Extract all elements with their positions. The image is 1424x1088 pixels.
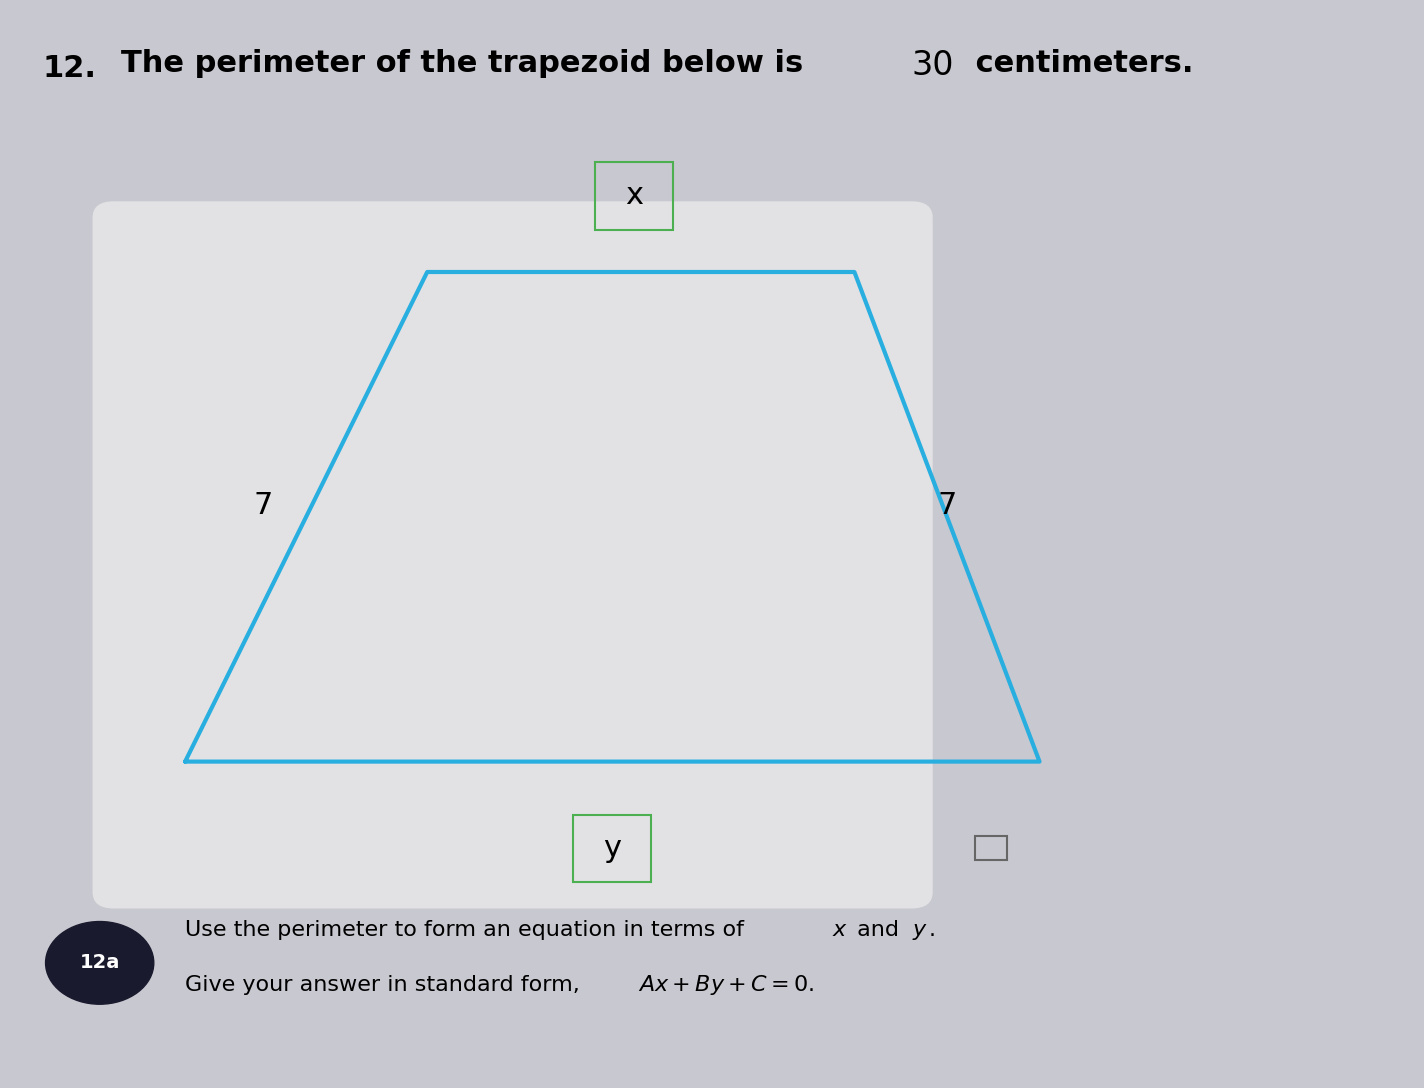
Text: 30: 30 [911, 49, 954, 82]
FancyBboxPatch shape [93, 201, 933, 908]
Text: 7: 7 [253, 492, 273, 520]
Text: 12.: 12. [43, 54, 97, 84]
Text: y: y [913, 920, 926, 940]
Text: 12a: 12a [80, 953, 120, 973]
Text: x: x [833, 920, 846, 940]
Circle shape [46, 922, 154, 1004]
Text: 7: 7 [937, 492, 957, 520]
Text: and: and [850, 920, 906, 940]
Text: The perimeter of the trapezoid below is: The perimeter of the trapezoid below is [121, 49, 815, 78]
Text: x: x [625, 182, 642, 210]
Text: Use the perimeter to form an equation in terms of: Use the perimeter to form an equation in… [185, 920, 752, 940]
Text: centimeters.: centimeters. [965, 49, 1193, 78]
Text: $Ax + By + C = 0.$: $Ax + By + C = 0.$ [638, 973, 815, 997]
Text: y: y [604, 834, 621, 863]
Text: .: . [928, 920, 936, 940]
Text: Give your answer in standard form,: Give your answer in standard form, [185, 975, 587, 994]
